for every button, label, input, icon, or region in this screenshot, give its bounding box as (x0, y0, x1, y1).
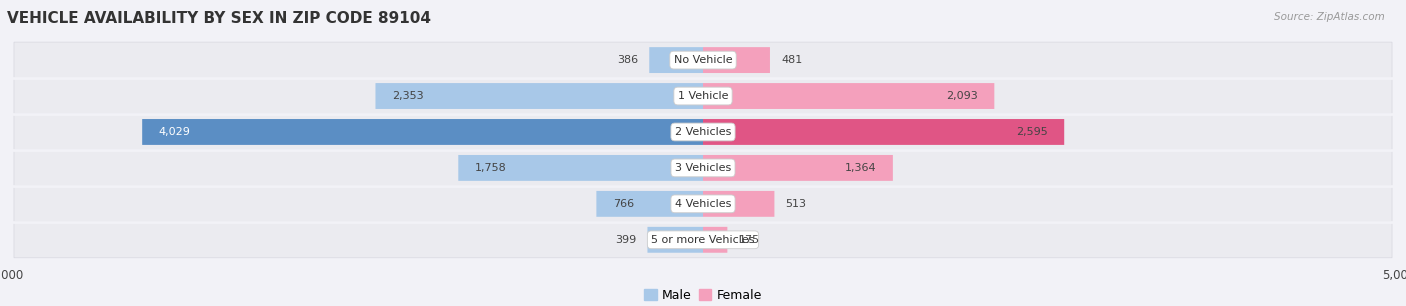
Text: 399: 399 (614, 235, 637, 245)
FancyBboxPatch shape (375, 83, 703, 109)
Text: 1 Vehicle: 1 Vehicle (678, 91, 728, 101)
FancyBboxPatch shape (14, 78, 1392, 114)
Text: No Vehicle: No Vehicle (673, 55, 733, 65)
FancyBboxPatch shape (458, 155, 703, 181)
Text: 2,353: 2,353 (392, 91, 423, 101)
Text: VEHICLE AVAILABILITY BY SEX IN ZIP CODE 89104: VEHICLE AVAILABILITY BY SEX IN ZIP CODE … (7, 11, 432, 26)
Text: 513: 513 (786, 199, 807, 209)
Text: Source: ZipAtlas.com: Source: ZipAtlas.com (1274, 12, 1385, 22)
Text: 4 Vehicles: 4 Vehicles (675, 199, 731, 209)
Text: 3 Vehicles: 3 Vehicles (675, 163, 731, 173)
FancyBboxPatch shape (14, 42, 1392, 78)
FancyBboxPatch shape (703, 227, 727, 253)
FancyBboxPatch shape (596, 191, 703, 217)
Text: 1,364: 1,364 (845, 163, 876, 173)
FancyBboxPatch shape (703, 155, 893, 181)
FancyBboxPatch shape (703, 47, 770, 73)
Text: 2,093: 2,093 (946, 91, 977, 101)
FancyBboxPatch shape (703, 83, 994, 109)
FancyBboxPatch shape (650, 47, 703, 73)
FancyBboxPatch shape (142, 119, 703, 145)
FancyBboxPatch shape (703, 191, 775, 217)
FancyBboxPatch shape (14, 114, 1392, 150)
Text: 4,029: 4,029 (159, 127, 191, 137)
Text: 2 Vehicles: 2 Vehicles (675, 127, 731, 137)
FancyBboxPatch shape (14, 150, 1392, 186)
Text: 2,595: 2,595 (1015, 127, 1047, 137)
Legend: Male, Female: Male, Female (640, 284, 766, 306)
Text: 5 or more Vehicles: 5 or more Vehicles (651, 235, 755, 245)
FancyBboxPatch shape (703, 119, 1064, 145)
Text: 481: 481 (782, 55, 803, 65)
FancyBboxPatch shape (14, 222, 1392, 258)
Text: 766: 766 (613, 199, 634, 209)
Text: 1,758: 1,758 (475, 163, 506, 173)
Text: 386: 386 (617, 55, 638, 65)
FancyBboxPatch shape (14, 186, 1392, 222)
FancyBboxPatch shape (647, 227, 703, 253)
Text: 175: 175 (738, 235, 759, 245)
